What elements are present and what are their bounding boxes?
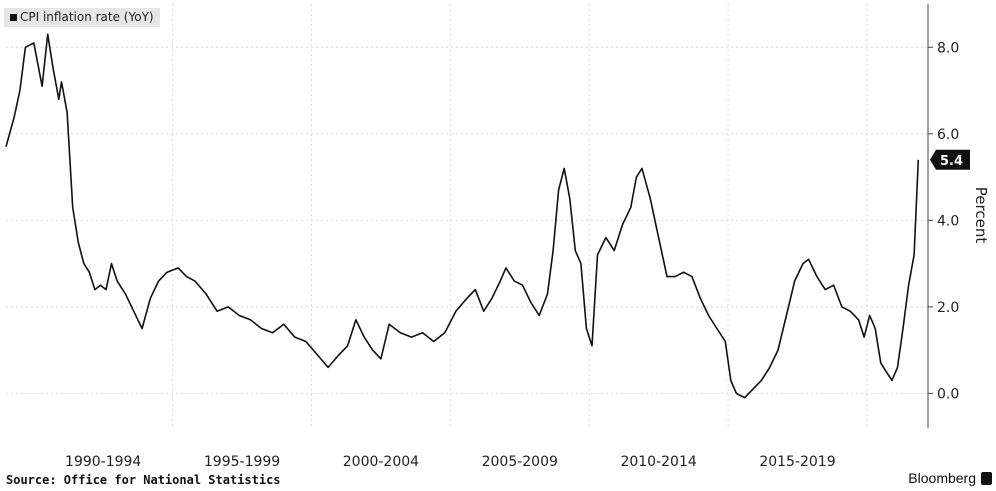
legend-label: CPI inflation rate (YoY) (20, 10, 154, 24)
x-period-label: 2000-2004 (343, 454, 419, 470)
x-period-label: 2005-2009 (482, 454, 558, 470)
y-axis-ticks: 0.0 2.0 4.0 6.0 8.0 (928, 40, 959, 402)
x-period-label: 1995-1999 (204, 454, 280, 470)
y-tick-label: 0.0 (937, 386, 959, 402)
x-axis-labels: 1990-1994 1995-1999 2000-2004 2005-2009 2010… (65, 454, 836, 470)
last-value-label: 5.4 (940, 154, 963, 169)
legend-swatch (10, 13, 17, 21)
last-value-marker: 5.4 (930, 149, 970, 170)
source-note: Source: Office for National Statistics (6, 473, 281, 487)
brand-logo: Bloomberg (908, 470, 992, 486)
brand-name: Bloomberg (908, 470, 976, 486)
grid-lines (6, 4, 928, 428)
chart-legend: CPI inflation rate (YoY) (4, 8, 160, 27)
last-value-badge (930, 149, 970, 170)
y-tick-label: 4.0 (937, 213, 959, 229)
y-axis-label: Percent (972, 187, 990, 244)
y-tick-label: 6.0 (937, 127, 959, 143)
y-tick-label: 2.0 (937, 300, 959, 316)
x-period-label: 2010-2014 (620, 454, 696, 470)
cpi-series-line (5, 33, 920, 399)
y-tick-label: 8.0 (937, 40, 959, 56)
x-period-label: 1990-1994 (65, 454, 141, 470)
brand-mark-icon (981, 471, 992, 485)
x-period-label: 2015-2019 (759, 454, 835, 470)
